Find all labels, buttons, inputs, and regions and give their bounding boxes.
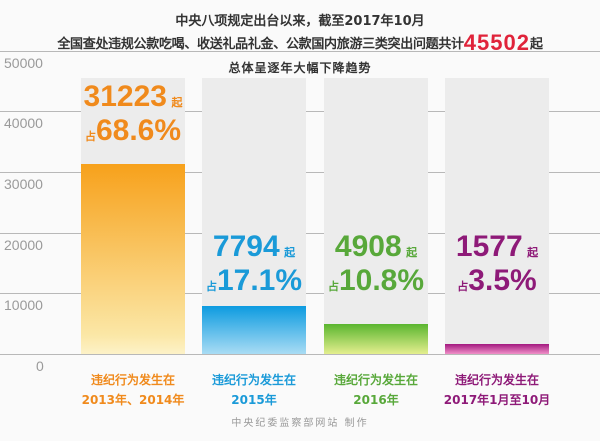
chart-title-line1: 中央八项规定出台以来，截至2017年10月	[175, 14, 425, 29]
bar-2016	[324, 324, 428, 354]
category-label: 违纪行为发生在 2017年1月至10月	[443, 373, 551, 407]
bar-value-label: 4908 起 占10.8%	[327, 230, 425, 297]
column-background	[445, 78, 549, 354]
bar-value-label: 31223 起 占68.6%	[83, 80, 183, 147]
gridline-0	[0, 354, 600, 355]
total-count: 45502	[463, 30, 530, 55]
title-prefix: 全国查处违规公款吃喝、收送礼品礼金、公款国内旅游三类突出问题共计	[57, 37, 464, 52]
y-tick-label: 30000	[4, 176, 43, 192]
y-tick-label: 0	[36, 358, 44, 374]
title-suffix: 起	[529, 37, 543, 52]
y-tick-label: 50000	[4, 55, 43, 71]
bar-2017	[445, 344, 549, 354]
bar-value-label: 7794 起 占17.1%	[205, 230, 303, 297]
category-label: 违纪行为发生在 2013年、2014年	[81, 373, 185, 407]
column-background	[324, 78, 428, 354]
y-tick-label: 20000	[4, 237, 43, 253]
bar-2015	[202, 306, 306, 354]
category-label: 违纪行为发生在 2016年	[333, 373, 418, 407]
chart-subtitle: 总体呈逐年大幅下降趋势	[228, 61, 372, 75]
y-tick-label: 40000	[4, 115, 43, 131]
footer-credit: 中央纪委监察部网站 制作	[231, 418, 369, 429]
gridline-50000	[0, 51, 600, 52]
chart-title-line2: 全国查处违规公款吃喝、收送礼品礼金、公款国内旅游三类突出问题共计45502起	[0, 30, 600, 56]
y-tick-label: 10000	[4, 297, 43, 313]
bar-2013-2014	[81, 164, 185, 354]
bar-value-label: 1577 起 占3.5%	[455, 230, 539, 297]
category-label: 违纪行为发生在 2015年	[211, 373, 296, 407]
